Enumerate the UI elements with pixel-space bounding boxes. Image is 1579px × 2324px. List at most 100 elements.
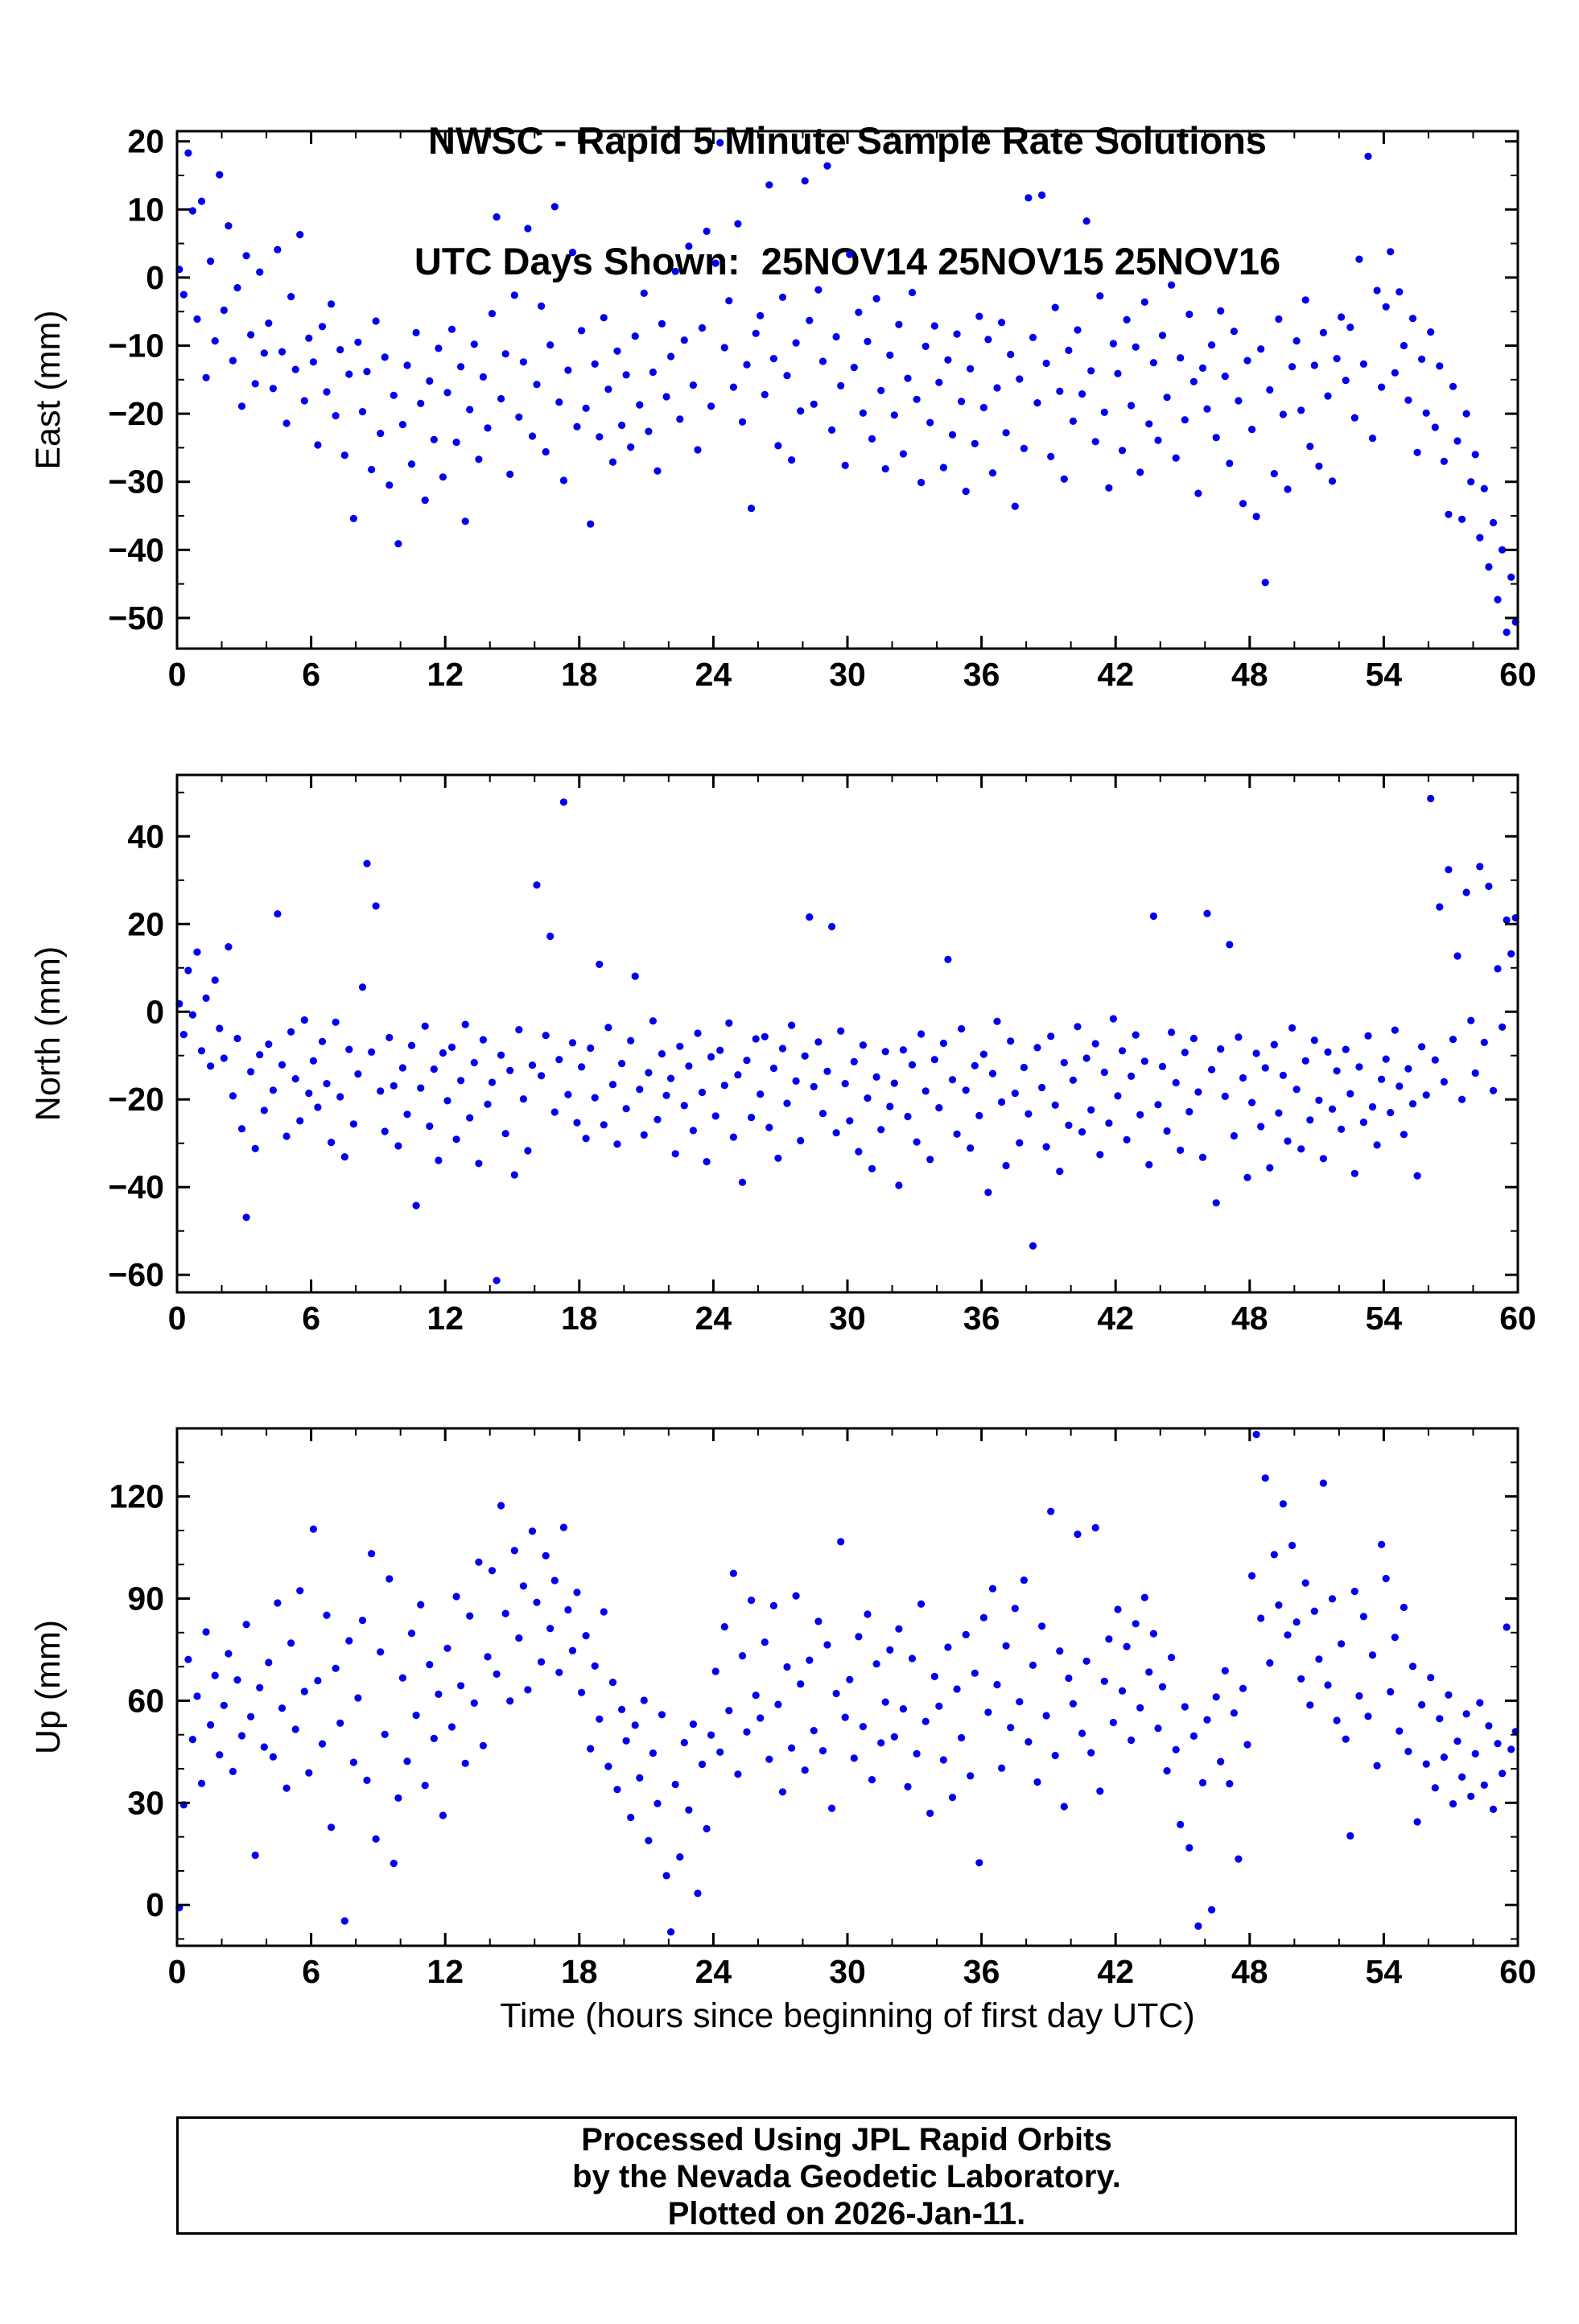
data-point — [738, 1652, 747, 1660]
data-point — [1355, 1063, 1363, 1071]
data-point — [1114, 369, 1122, 377]
data-point — [564, 366, 572, 374]
data-point — [645, 1069, 653, 1077]
data-point — [1078, 1729, 1086, 1737]
data-point — [1136, 468, 1144, 476]
data-point — [1212, 1199, 1220, 1207]
data-point — [269, 1753, 277, 1761]
data-point — [430, 1734, 438, 1742]
data-point — [479, 1741, 488, 1749]
data-point — [1310, 361, 1318, 369]
data-point — [1105, 1119, 1113, 1127]
data-point — [1230, 328, 1238, 336]
data-point — [935, 1104, 943, 1112]
chart-subtitle: UTC Days Shown: 25NOV14 25NOV15 25NOV16 — [414, 240, 1281, 282]
data-point — [385, 1033, 394, 1041]
data-point — [757, 1714, 765, 1722]
data-point — [1266, 385, 1274, 394]
data-point — [282, 419, 291, 427]
data-point — [904, 1782, 912, 1790]
data-point — [363, 859, 371, 867]
data-point — [305, 334, 313, 342]
data-point — [323, 1611, 331, 1619]
data-point — [515, 1026, 523, 1034]
data-point — [850, 1057, 858, 1065]
data-point — [1100, 1677, 1108, 1685]
data-point — [1427, 1674, 1435, 1682]
data-point — [967, 1144, 975, 1152]
data-point — [1427, 794, 1435, 803]
data-point — [546, 341, 555, 349]
data-point — [1198, 364, 1207, 372]
data-point — [698, 1760, 707, 1769]
data-point — [913, 1138, 921, 1146]
data-point — [1324, 1048, 1332, 1056]
data-point — [515, 413, 523, 421]
data-point — [1145, 1668, 1153, 1676]
data-point — [703, 227, 711, 235]
data-point — [435, 1156, 443, 1164]
data-point — [904, 1112, 912, 1121]
data-point — [622, 371, 630, 379]
data-point — [184, 966, 192, 975]
data-point — [904, 374, 912, 382]
data-point — [1427, 328, 1435, 336]
data-point — [328, 1139, 336, 1147]
data-point — [676, 1042, 684, 1050]
data-point — [738, 418, 747, 426]
data-point — [1248, 1572, 1256, 1580]
data-point — [662, 1091, 670, 1099]
data-point — [354, 1694, 362, 1702]
data-point — [1096, 1151, 1104, 1159]
data-point — [1359, 1119, 1367, 1127]
data-point — [328, 1823, 336, 1832]
data-point — [216, 1024, 224, 1032]
footer-box: Processed Using JPL Rapid Orbits by the … — [176, 2116, 1517, 2235]
data-point — [475, 1160, 483, 1168]
data-point — [1342, 1735, 1350, 1743]
data-point — [720, 344, 728, 352]
data-point — [493, 213, 501, 221]
data-point — [1453, 437, 1462, 445]
data-point — [757, 1090, 765, 1098]
data-point — [1020, 1063, 1028, 1072]
data-point — [962, 488, 970, 496]
data-point — [1368, 1102, 1377, 1111]
data-point — [1297, 406, 1305, 414]
data-point — [788, 1021, 796, 1029]
data-point — [881, 1698, 889, 1706]
data-point — [559, 476, 568, 484]
data-point — [631, 332, 639, 340]
data-point — [220, 1054, 228, 1062]
y-tick-label: 0 — [146, 1886, 164, 1923]
data-point — [1471, 451, 1479, 459]
data-point — [524, 225, 532, 233]
data-point — [1279, 1500, 1287, 1508]
data-point — [542, 1551, 550, 1560]
data-point — [550, 1576, 559, 1584]
data-point — [667, 1928, 675, 1936]
data-point — [1033, 399, 1041, 407]
data-point — [792, 1077, 800, 1085]
data-point — [538, 302, 546, 310]
data-point — [1489, 1086, 1498, 1094]
data-point — [1208, 341, 1216, 349]
data-point — [828, 1804, 836, 1812]
data-point — [1378, 1540, 1386, 1548]
data-point — [1284, 1631, 1292, 1639]
data-point — [381, 353, 389, 361]
data-point — [1149, 912, 1157, 921]
data-point — [783, 372, 791, 380]
data-point — [1056, 1168, 1064, 1176]
data-point — [720, 1623, 728, 1631]
data-point — [564, 1605, 572, 1614]
data-point — [211, 1671, 219, 1679]
points-north — [175, 794, 1519, 1284]
data-point — [818, 1747, 827, 1755]
data-point — [1324, 392, 1332, 400]
data-point — [1499, 1023, 1507, 1031]
data-point — [895, 320, 903, 328]
data-point — [323, 1080, 331, 1088]
data-point — [506, 1066, 514, 1074]
data-point — [372, 1835, 380, 1843]
